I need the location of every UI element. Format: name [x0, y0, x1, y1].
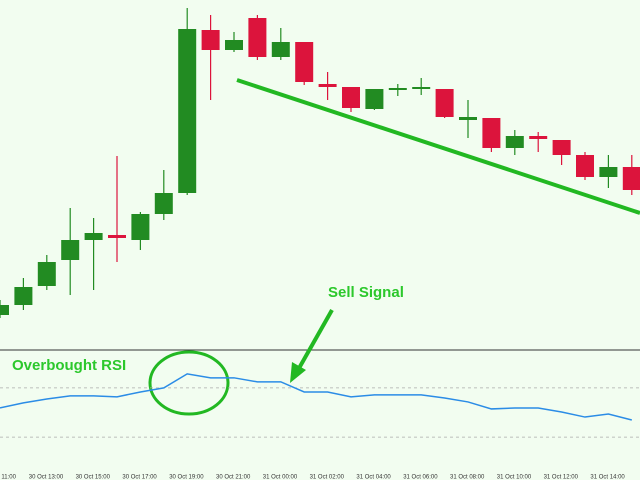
- candle-body: [61, 240, 80, 260]
- candle-body: [154, 193, 173, 214]
- trend-line: [236, 78, 640, 215]
- arrow-head: [290, 362, 306, 383]
- time-label: 31 Oct 14:00: [590, 475, 625, 480]
- candle-body: [529, 136, 548, 139]
- candle-body: [201, 30, 220, 50]
- time-label: 30 Oct 21:00: [216, 475, 251, 480]
- time-label: 31 Oct 12:00: [544, 475, 579, 480]
- candle-body: [505, 136, 524, 148]
- time-label: 31 Oct 08:00: [450, 475, 485, 480]
- rsi-line: [0, 373, 632, 421]
- candle-body: [435, 89, 454, 117]
- time-label: 31 Oct 04:00: [356, 475, 391, 480]
- arrow-shaft: [296, 309, 334, 371]
- candle-body: [295, 42, 314, 82]
- time-label: 30 Oct 17:00: [122, 475, 157, 480]
- time-label: 31 Oct 00:00: [263, 475, 298, 480]
- candle-body: [599, 167, 618, 177]
- overbought-label: Overbought RSI: [12, 357, 126, 374]
- candle-body: [84, 233, 103, 240]
- candle-body: [14, 287, 33, 305]
- candle-body: [412, 87, 431, 89]
- sell-signal-label: Sell Signal: [328, 284, 404, 301]
- candle-body: [388, 88, 407, 90]
- candle-body: [225, 40, 243, 50]
- candle-body: [459, 117, 477, 120]
- candle-body: [37, 262, 56, 286]
- candle-body: [365, 89, 384, 109]
- overbought-circle: [148, 350, 230, 416]
- time-label: 31 Oct 06:00: [403, 475, 438, 480]
- candle-body: [342, 87, 360, 108]
- candle-body: [576, 155, 594, 177]
- candle-body: [552, 140, 571, 155]
- time-label: 31 Oct 02:00: [310, 475, 345, 480]
- time-label: 30 Oct 15:00: [76, 475, 111, 480]
- time-label: 30 Oct 11:00: [0, 475, 17, 480]
- candle-body: [131, 214, 150, 240]
- candle-body: [178, 29, 197, 193]
- candle-body: [271, 42, 290, 57]
- candle-body: [0, 305, 9, 315]
- candle-body: [482, 118, 501, 148]
- candle-body: [622, 167, 640, 190]
- candle-body: [248, 18, 267, 57]
- time-label: 30 Oct 13:00: [29, 475, 64, 480]
- time-label: 31 Oct 10:00: [497, 475, 532, 480]
- candle-body: [108, 235, 126, 238]
- candle-body: [318, 84, 337, 87]
- time-label: 30 Oct 19:00: [169, 475, 204, 480]
